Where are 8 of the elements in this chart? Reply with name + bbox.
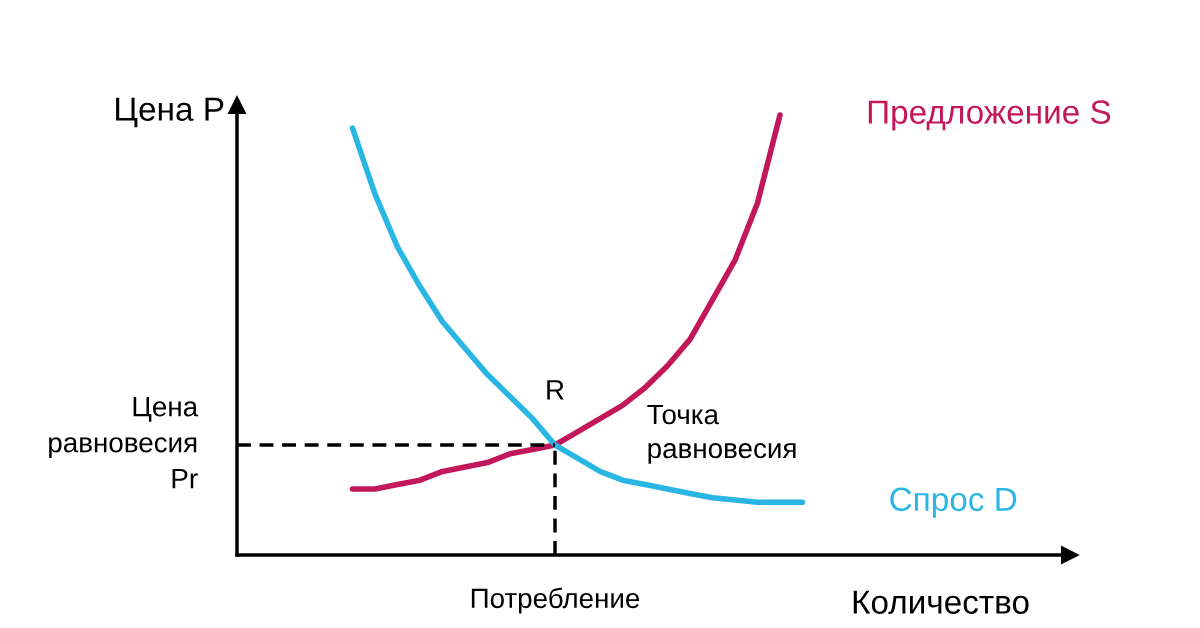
annotation: Точка равновесия	[647, 404, 796, 464]
x-axis-title: Количество	[853, 590, 1029, 614]
ref-line-label: Цена равновесия Pr	[49, 397, 199, 489]
text: Предложение S	[868, 100, 1111, 131]
annotation: R	[547, 380, 564, 400]
y-axis-title: Цена P	[116, 97, 224, 128]
text: Спрос D	[890, 487, 1017, 518]
text: Потребление	[471, 587, 640, 614]
